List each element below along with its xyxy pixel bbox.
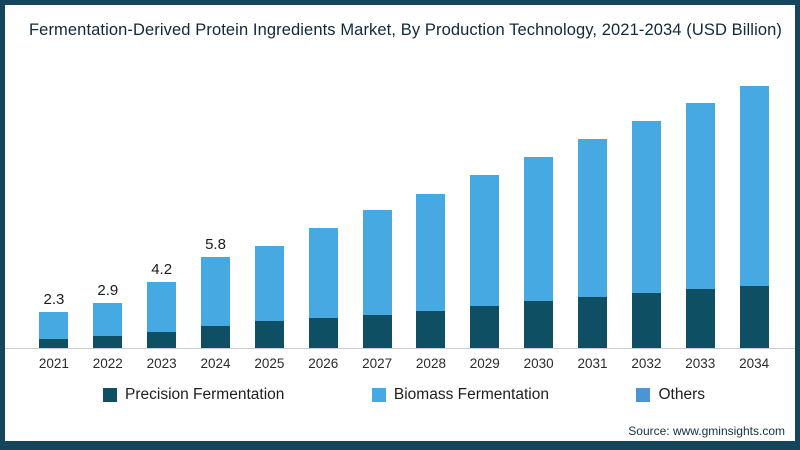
x-axis-labels: 2021 2022 2023 2024 2025 2026 2027 2028 2029 2030…	[5, 356, 795, 371]
x-axis-tick-label: 2031	[577, 356, 608, 371]
bar-segment-precision	[254, 321, 284, 348]
bar-column-2033	[673, 56, 727, 348]
bar-segment-precision	[631, 293, 661, 348]
bar-segment-biomass	[416, 194, 446, 311]
bar-column-2034	[727, 56, 781, 348]
x-axis-tick-label: 2024	[200, 356, 231, 371]
bar-column-2028	[404, 56, 458, 348]
bar-segment-precision	[39, 339, 69, 348]
legend-label: Biomass Fermentation	[393, 386, 549, 403]
bar-value-label: 5.8	[205, 236, 226, 253]
x-axis-tick-label: 2026	[308, 356, 339, 371]
bar-column-2032	[619, 56, 673, 348]
plot-area: 2.3 2.9 4.2 5.8 2021 2022 2023 2024 2025 2026 202…	[5, 56, 795, 371]
bar-segment-precision	[739, 286, 769, 348]
bar-column-2025	[242, 56, 296, 348]
x-axis-tick-label: 2027	[362, 356, 393, 371]
bar-value-label: 4.2	[151, 261, 173, 278]
bar-segment-biomass	[524, 157, 554, 301]
bar-segment-biomass	[308, 228, 338, 318]
bar-column-2029	[458, 56, 512, 348]
bar-value-label: 2.3	[43, 291, 65, 308]
bar-column-2024: 5.8	[189, 56, 243, 348]
bar-segment-biomass	[739, 86, 769, 286]
legend-swatch-biomass-icon	[371, 388, 386, 402]
bar-segment-biomass	[578, 139, 608, 297]
x-axis-tick-label: 2034	[739, 356, 770, 371]
legend-item-precision-fermentation: Precision Fermentation	[103, 386, 284, 404]
legend-swatch-others-icon	[636, 388, 651, 402]
bar-segment-precision	[147, 332, 177, 348]
bar-column-2031	[566, 56, 620, 348]
bar-segment-precision	[578, 297, 608, 348]
bar-column-2021: 2.3	[27, 56, 81, 348]
bar-segment-precision	[524, 301, 554, 348]
bar-segment-precision	[362, 315, 392, 348]
bar-column-2022: 2.9	[81, 56, 135, 348]
x-axis-tick-label: 2029	[469, 356, 500, 371]
x-axis-tick-label: 2023	[146, 356, 177, 371]
bar-segment-precision	[470, 306, 500, 348]
bars-row: 2.3 2.9 4.2 5.8	[5, 56, 795, 349]
legend-label: Precision Fermentation	[125, 386, 285, 403]
bar-segment-precision	[93, 336, 123, 348]
bar-column-2027	[350, 56, 404, 348]
x-axis-tick-label: 2032	[631, 356, 662, 371]
legend-item-biomass-fermentation: Biomass Fermentation	[371, 386, 549, 404]
bar-column-2030	[512, 56, 566, 348]
bar-segment-biomass	[39, 312, 69, 339]
chart-title: Fermentation-Derived Protein Ingredients…	[29, 21, 782, 39]
x-axis-tick-label: 2028	[415, 356, 446, 371]
bar-segment-precision	[416, 311, 446, 348]
source-attribution: Source: www.gminsights.com	[628, 424, 785, 438]
bar-column-2026	[296, 56, 350, 348]
bar-segment-biomass	[631, 121, 661, 293]
x-axis-tick-label: 2021	[38, 356, 69, 371]
bar-segment-biomass	[93, 303, 123, 336]
bar-segment-biomass	[201, 257, 230, 326]
bar-segment-precision	[201, 326, 230, 348]
legend: Precision Fermentation Biomass Fermentat…	[5, 386, 795, 404]
bar-segment-precision	[685, 289, 715, 348]
bar-segment-biomass	[470, 175, 500, 306]
x-axis-tick-label: 2022	[92, 356, 123, 371]
bar-segment-biomass	[147, 282, 177, 332]
legend-swatch-precision-icon	[103, 388, 117, 402]
bar-column-2023: 4.2	[135, 56, 189, 348]
bar-segment-biomass	[685, 103, 715, 289]
x-axis-tick-label: 2025	[254, 356, 285, 371]
legend-label: Others	[658, 386, 705, 403]
x-axis-tick-label: 2033	[685, 356, 716, 371]
bar-segment-biomass	[362, 210, 392, 315]
bar-segment-biomass	[254, 246, 284, 321]
bar-segment-precision	[308, 318, 338, 348]
x-axis-tick-label: 2030	[523, 356, 554, 371]
bar-value-label: 2.9	[97, 282, 119, 299]
legend-item-others: Others	[636, 386, 705, 404]
